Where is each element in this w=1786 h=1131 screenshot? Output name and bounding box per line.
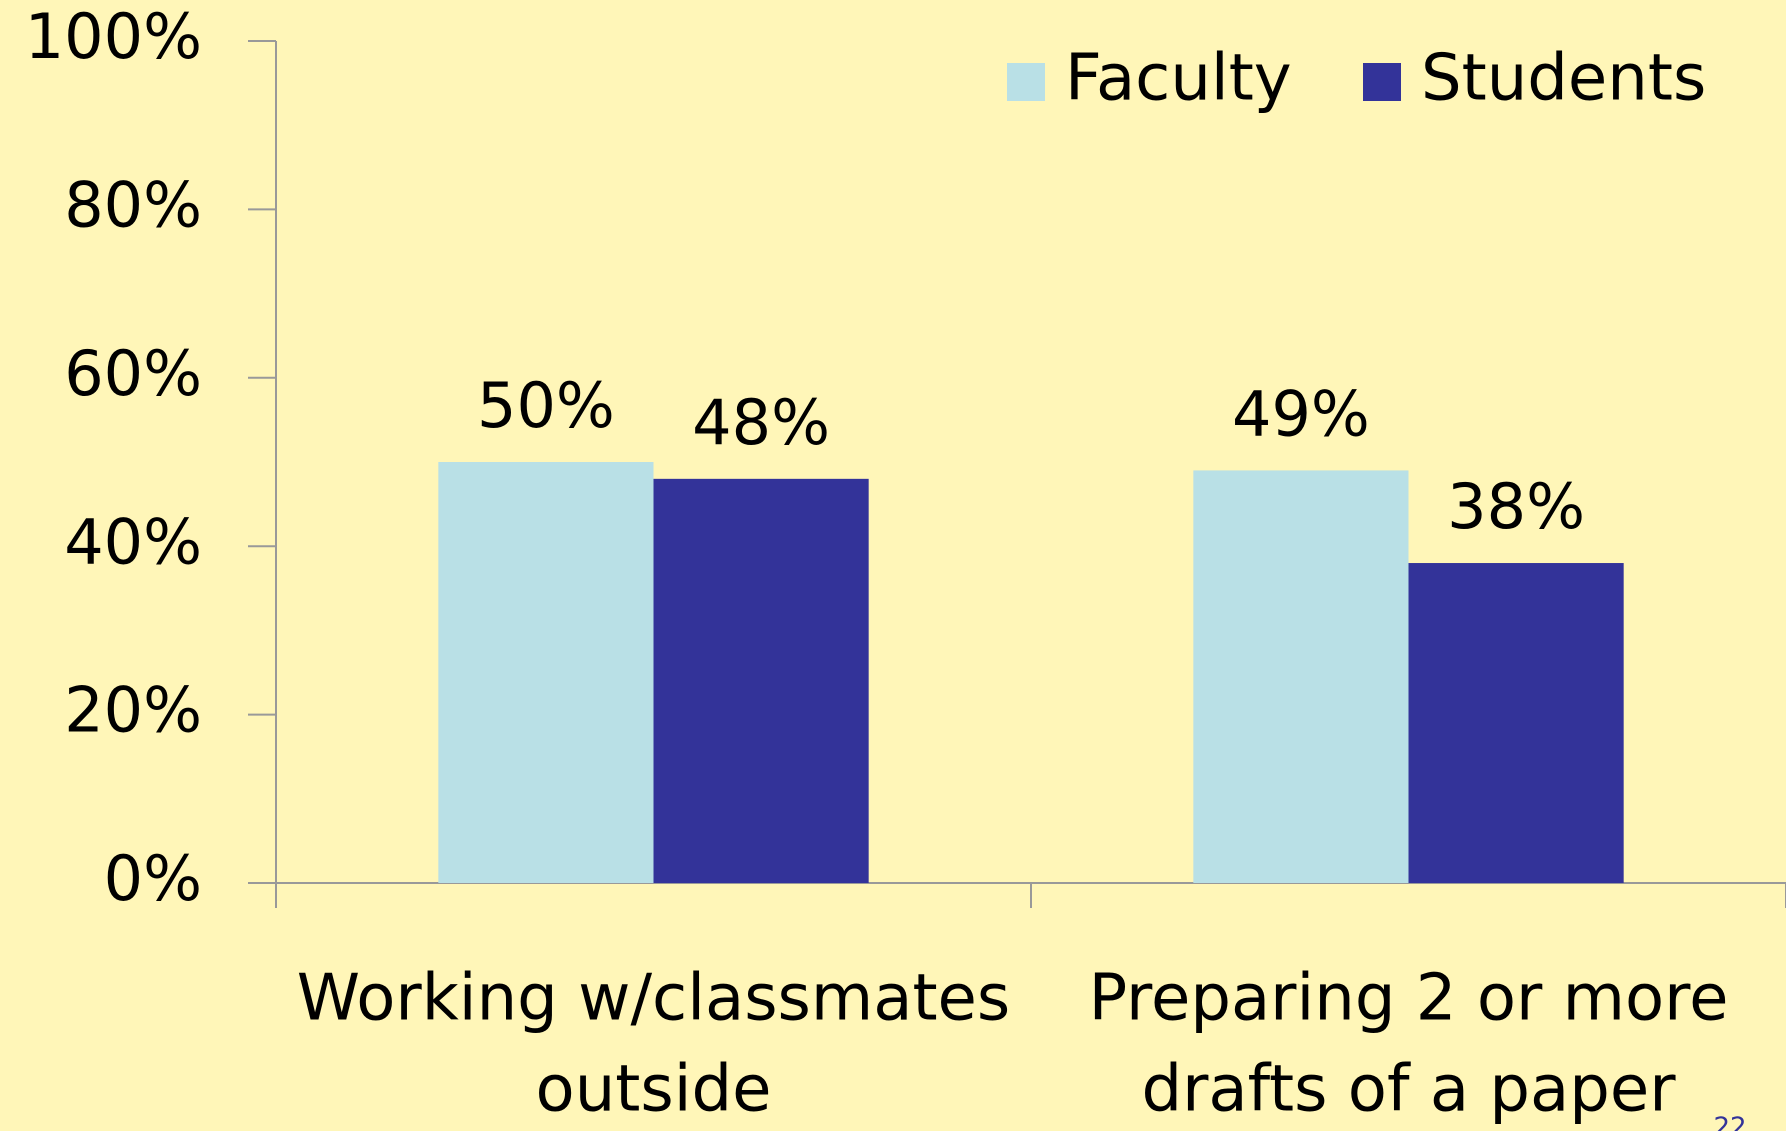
bar: [1408, 563, 1624, 883]
y-tick-label: 40%: [64, 505, 202, 578]
legend-swatch: [1363, 63, 1401, 101]
legend-label: Students: [1421, 42, 1706, 116]
x-tick-label: drafts of a paper: [1141, 1053, 1676, 1127]
x-tick-label: Preparing 2 or more: [1089, 962, 1729, 1036]
y-tick-label: 80%: [64, 168, 202, 241]
value-label: 48%: [692, 386, 830, 459]
page-number: 22: [1713, 1113, 1746, 1131]
x-tick-label: outside: [536, 1053, 772, 1127]
value-label: 38%: [1447, 470, 1585, 543]
bar: [653, 478, 869, 883]
legend-swatch: [1007, 63, 1045, 101]
y-tick-label: 60%: [64, 337, 202, 410]
x-tick-label: Working w/classmates: [297, 962, 1011, 1036]
y-tick-label: 0%: [104, 842, 202, 915]
legend-label: Faculty: [1065, 42, 1292, 116]
bar: [1193, 470, 1409, 883]
bar: [438, 462, 654, 883]
value-label: 49%: [1232, 378, 1370, 451]
value-label: 50%: [477, 369, 615, 442]
y-tick-label: 100%: [25, 0, 202, 73]
y-tick-label: 20%: [64, 674, 202, 747]
